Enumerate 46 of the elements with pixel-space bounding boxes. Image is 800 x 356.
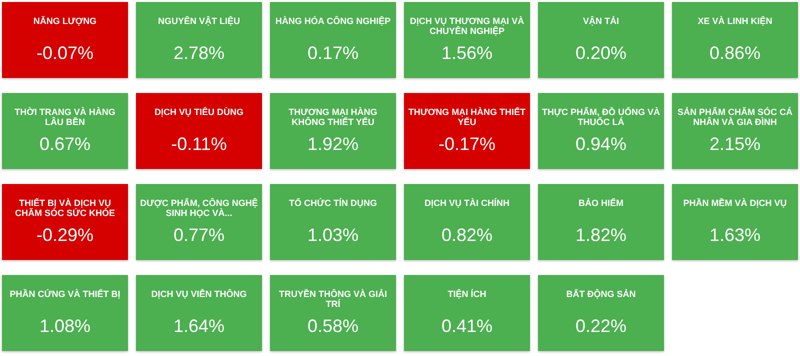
category-label: TIỆN ÍCH xyxy=(446,289,488,299)
data-label: -0.17% xyxy=(437,134,497,154)
category-label: BẤT ĐỘNG SẢN xyxy=(565,289,637,299)
category-label: PHẦN CỨNG VÀ THIẾT BỊ xyxy=(8,289,122,299)
category-label: PHẦN MỀM VÀ DỊCH VỤ xyxy=(682,198,788,208)
data-label: 1.64% xyxy=(172,316,226,336)
data-label: 0.17% xyxy=(306,43,360,63)
data-label: 0.22% xyxy=(574,316,628,336)
data-label: 1.08% xyxy=(38,316,92,336)
data-label: 1.56% xyxy=(440,43,494,63)
data-label: 0.67% xyxy=(38,134,92,154)
category-label: DỊCH VỤ TIÊU DÙNG xyxy=(153,107,244,117)
category-label: BẢO HIỂM xyxy=(578,198,624,208)
data-label: 2.15% xyxy=(708,134,762,154)
category-label: TRUYỀN THÔNG VÀ GIẢI TRÍ xyxy=(278,289,388,309)
category-label: DỊCH VỤ THƯƠNG MẠI VÀ CHUYÊN NGHIỆP xyxy=(408,16,526,36)
category-label: NGUYÊN VẬT LIỆU xyxy=(156,16,241,26)
data-label: 1.82% xyxy=(574,225,628,245)
data-label: 0.77% xyxy=(172,225,226,245)
category-label: TỔ CHỨC TÍN DỤNG xyxy=(288,198,378,208)
category-label: THƯƠNG MẠI HÀNG THIẾT YẾU xyxy=(407,107,527,127)
data-label: 0.41% xyxy=(440,316,494,336)
data-label: 2.78% xyxy=(172,43,226,63)
data-label: 0.82% xyxy=(440,225,494,245)
category-label: VẬN TẢI xyxy=(582,16,620,26)
data-label: 0.94% xyxy=(574,134,628,154)
data-label: -0.07% xyxy=(35,43,95,63)
category-label: THIẾT BỊ VÀ DỊCH VỤ CHĂM SÓC SỨC KHỎE xyxy=(14,198,116,218)
category-label: HÀNG HÓA CÔNG NGHIỆP xyxy=(274,16,392,26)
data-label: 1.03% xyxy=(306,225,360,245)
data-label: 1.63% xyxy=(708,225,762,245)
data-label: -0.11% xyxy=(170,134,228,154)
category-label: THỰC PHẨM, ĐỒ UỐNG VÀ THUỐC LÁ xyxy=(541,107,661,127)
data-label: 0.58% xyxy=(306,316,360,336)
category-label: DỊCH VỤ VIỄN THÔNG xyxy=(150,289,248,299)
category-label: DỊCH VỤ TÀI CHÍNH xyxy=(424,198,510,208)
category-label: NĂNG LƯỢNG xyxy=(32,16,98,26)
data-label: 0.86% xyxy=(708,43,762,63)
data-label: -0.29% xyxy=(35,225,95,245)
category-label: THƯƠNG MẠI HÀNG KHÔNG THIẾT YẾU xyxy=(288,107,378,127)
category-label: SẢN PHẨM CHĂM SÓC CÁ NHÂN VÀ GIA ĐÌNH xyxy=(676,107,794,127)
category-label: THỜI TRANG VÀ HÀNG LÂU BỀN xyxy=(14,107,116,127)
category-label: XE VÀ LINH KIỆN xyxy=(696,16,774,26)
category-label: DƯỢC PHẨM, CÔNG NGHỆ SINH HỌC VÀ... xyxy=(139,198,259,218)
data-label: 1.92% xyxy=(306,134,360,154)
data-label: 0.20% xyxy=(574,43,628,63)
